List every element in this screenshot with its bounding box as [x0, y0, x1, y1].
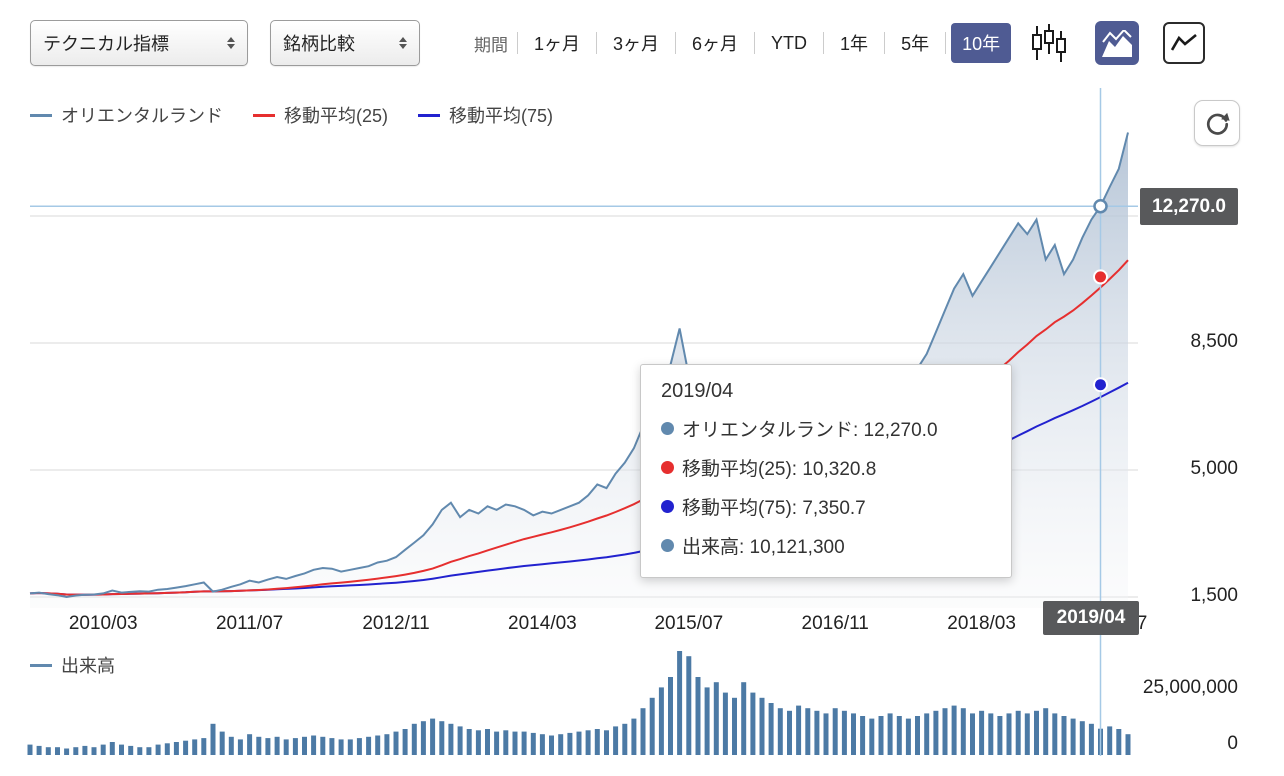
price-series-dash-icon	[30, 113, 52, 117]
separator	[884, 32, 886, 54]
separator	[754, 32, 756, 54]
separator	[823, 32, 825, 54]
ma25-series-dash-icon	[253, 113, 275, 117]
tooltip-row-text: 移動平均(75): 7,350.7	[682, 498, 866, 519]
series-bullet-icon	[661, 539, 674, 552]
separator	[675, 32, 677, 54]
crosshair-date-badge: 2019/04	[1043, 601, 1139, 635]
tooltip-row-ma75: 移動平均(75): 7,350.7	[661, 493, 991, 520]
period-button-5y[interactable]: 5年	[901, 34, 930, 54]
legend-volume-label: 出来高	[61, 656, 115, 676]
line-chart-icon[interactable]	[1163, 22, 1206, 64]
tooltip-rows: オリエンタルランド: 12,270.0 移動平均(25): 10,320.8 移動平…	[661, 415, 991, 559]
series-bullet-icon	[661, 461, 674, 474]
period-selector: 期間 1ヶ月 3ヶ月 6ヶ月 YTD 1年 5年 10年	[474, 23, 1012, 63]
legend-item-price: オリエンタルランド	[30, 102, 223, 128]
legend-price-label: オリエンタルランド	[61, 106, 223, 126]
area-chart-icon[interactable]	[1095, 21, 1140, 65]
crosshair-price-dot	[1093, 198, 1108, 214]
series-bullet-icon	[661, 422, 674, 435]
period-button-1y[interactable]: 1年	[840, 34, 869, 54]
legend-item-ma75: 移動平均(75)	[418, 102, 553, 128]
tooltip-row-ma25: 移動平均(25): 10,320.8	[661, 454, 991, 481]
separator	[596, 32, 598, 54]
stock-compare-label: 銘柄比較	[283, 34, 355, 54]
tooltip-row-text: オリエンタルランド: 12,270.0	[682, 420, 938, 441]
period-button-6m[interactable]: 6ヶ月	[692, 34, 739, 54]
ma75-series-dash-icon	[418, 113, 441, 117]
crosshair-ma25-dot	[1093, 269, 1108, 285]
period-button-3m[interactable]: 3ヶ月	[613, 34, 660, 54]
price-line	[29, 132, 1129, 599]
tooltip-row-text: 出来高: 10,121,300	[682, 537, 845, 558]
technical-indicator-label: テクニカル指標	[43, 34, 169, 54]
chart-type-selector	[1027, 21, 1206, 65]
series-bullet-icon	[661, 500, 674, 513]
period-label: 期間	[474, 35, 508, 55]
tooltip-title: 2019/04	[661, 380, 734, 402]
refresh-button[interactable]	[1194, 100, 1240, 146]
period-button-ytd[interactable]: YTD	[771, 32, 808, 53]
separator	[945, 32, 947, 54]
volume-legend: 出来高	[30, 652, 115, 678]
legend-ma75-label: 移動平均(75)	[449, 106, 554, 126]
volume-bars	[27, 651, 1131, 755]
technical-indicator-select[interactable]: テクニカル指標	[30, 20, 248, 66]
crosshair-price-badge: 12,270.0	[1140, 188, 1238, 225]
legend-item-ma25: 移動平均(25)	[253, 102, 388, 128]
candlestick-chart-icon[interactable]	[1027, 21, 1071, 65]
period-button-10y[interactable]: 10年	[951, 23, 1012, 63]
select-arrows-icon	[399, 37, 407, 49]
legend-item-volume: 出来高	[30, 652, 115, 678]
crosshair-ma75-dot	[1093, 377, 1108, 393]
legend-ma25-label: 移動平均(25)	[284, 106, 389, 126]
select-arrows-icon	[227, 37, 235, 49]
price-legend: オリエンタルランド 移動平均(25) 移動平均(75)	[30, 102, 553, 128]
refresh-icon	[1206, 112, 1230, 135]
stock-compare-select[interactable]: 銘柄比較	[270, 20, 420, 66]
chart-tooltip: 2019/04 オリエンタルランド: 12,270.0 移動平均(25): 10,…	[640, 364, 1012, 578]
volume-series-dash-icon	[30, 663, 52, 667]
period-button-1m[interactable]: 1ヶ月	[534, 34, 581, 54]
toolbar: テクニカル指標 銘柄比較 期間 1ヶ月 3ヶ月 6ヶ月 YTD 1年 5年 10年	[30, 20, 1206, 66]
tooltip-row-volume: 出来高: 10,121,300	[661, 532, 991, 559]
tooltip-row-text: 移動平均(25): 10,320.8	[682, 459, 877, 480]
tooltip-row-price: オリエンタルランド: 12,270.0	[661, 415, 991, 442]
separator	[517, 32, 518, 54]
